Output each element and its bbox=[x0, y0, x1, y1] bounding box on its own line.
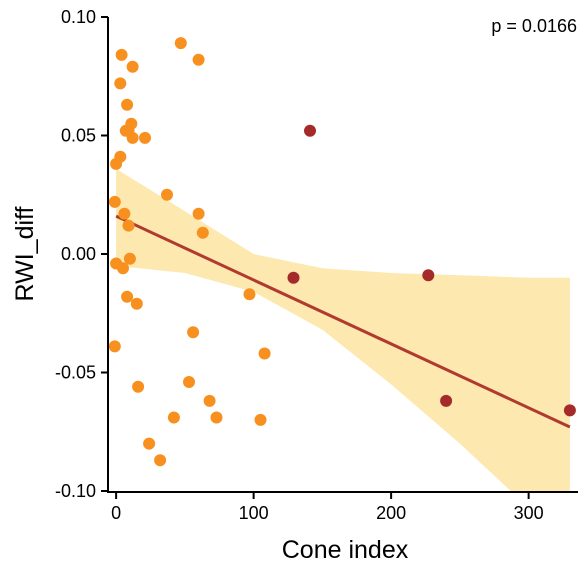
orange-point-24 bbox=[183, 376, 195, 388]
axes bbox=[101, 16, 578, 499]
confidence-band-layer bbox=[116, 168, 570, 492]
x-tick-label: 0 bbox=[111, 503, 121, 523]
orange-point-11 bbox=[108, 195, 121, 208]
orange-point-0 bbox=[115, 48, 128, 61]
y-axis-title: RWI_diff bbox=[11, 206, 39, 301]
orange-point-10 bbox=[110, 157, 123, 170]
x-tick-label: 200 bbox=[376, 503, 406, 523]
orange-point-30 bbox=[161, 188, 173, 201]
orange-point-16 bbox=[123, 252, 136, 265]
orange-point-2 bbox=[114, 77, 127, 90]
y-tick-label: 0.00 bbox=[61, 244, 96, 264]
orange-point-26 bbox=[203, 394, 216, 407]
x-axis-title: Cone index bbox=[282, 536, 409, 564]
orange-point-27 bbox=[210, 411, 223, 424]
orange-point-15 bbox=[117, 262, 129, 275]
orange-point-31 bbox=[192, 207, 205, 220]
orange-point-29 bbox=[192, 53, 205, 66]
orange-point-3 bbox=[121, 98, 134, 111]
orange-point-1 bbox=[126, 60, 139, 73]
y-tick-label: -0.10 bbox=[55, 481, 96, 501]
red-point-3 bbox=[440, 394, 453, 407]
orange-point-32 bbox=[196, 226, 209, 239]
y-tick-label: 0.10 bbox=[61, 7, 96, 27]
fit-line-layer bbox=[115, 214, 571, 429]
orange-point-23 bbox=[167, 411, 180, 424]
regression-line bbox=[115, 214, 571, 429]
red-point-1 bbox=[287, 271, 300, 284]
x-tick-label: 100 bbox=[239, 503, 269, 523]
y-tick-label: 0.05 bbox=[61, 126, 96, 146]
y-tick-label: -0.05 bbox=[55, 363, 96, 383]
red-point-4 bbox=[563, 404, 576, 417]
orange-point-12 bbox=[118, 207, 131, 220]
p-value-annotation: p = 0.0166 bbox=[491, 16, 577, 36]
orange-point-18 bbox=[130, 297, 143, 310]
orange-point-8 bbox=[139, 131, 151, 144]
red-point-0 bbox=[304, 124, 316, 137]
orange-point-13 bbox=[122, 219, 135, 232]
orange-point-17 bbox=[121, 290, 134, 303]
tick-labels: -0.10 -0.05 0.00 0.05 0.10 0 100 200 300 bbox=[55, 7, 544, 523]
orange-point-7 bbox=[126, 131, 139, 144]
orange-point-34 bbox=[258, 347, 271, 360]
orange-point-19 bbox=[108, 340, 121, 353]
orange-point-20 bbox=[132, 380, 145, 393]
red-point-2 bbox=[422, 269, 435, 282]
orange-point-22 bbox=[154, 454, 167, 467]
confidence-band bbox=[116, 168, 570, 492]
points-layer bbox=[108, 37, 576, 467]
orange-point-35 bbox=[254, 413, 267, 426]
x-tick-label: 300 bbox=[514, 503, 544, 523]
orange-point-21 bbox=[143, 437, 156, 450]
orange-point-33 bbox=[243, 288, 256, 301]
orange-point-25 bbox=[187, 326, 200, 339]
orange-point-28 bbox=[174, 37, 187, 50]
